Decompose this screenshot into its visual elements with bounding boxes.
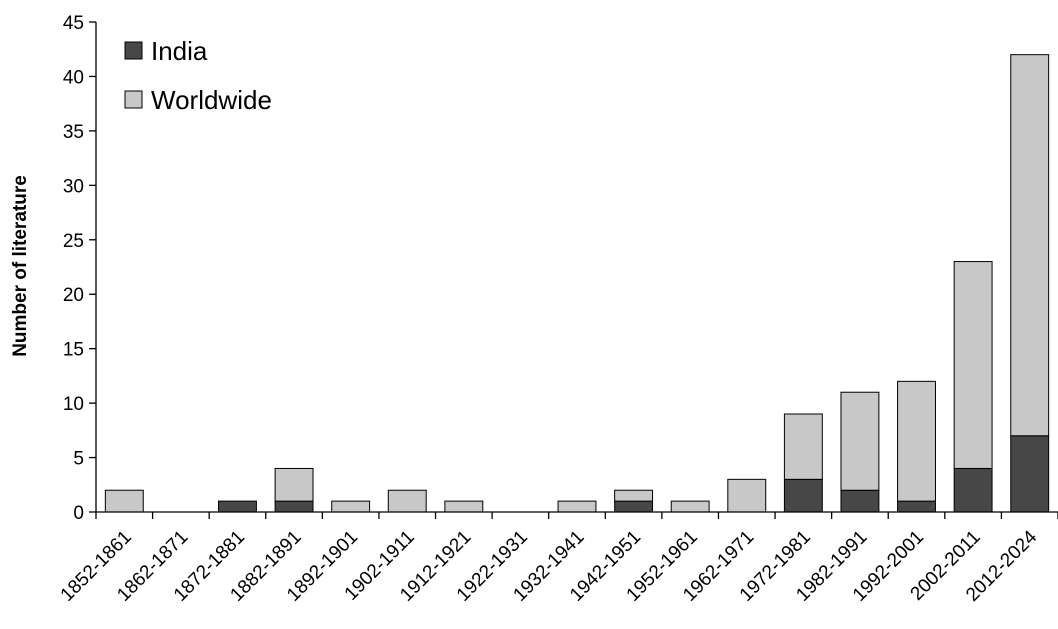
bar-worldwide-1932-1941 bbox=[557, 500, 597, 513]
legend-swatch-india bbox=[124, 41, 143, 60]
bar-india-1942-1951 bbox=[614, 500, 654, 513]
bars-layer bbox=[104, 54, 1050, 513]
bar-india-1872-1881 bbox=[218, 500, 257, 513]
y-tick-label-30: 30 bbox=[63, 176, 84, 197]
y-axis-label: Number of literature bbox=[10, 175, 31, 357]
y-tick-label-40: 40 bbox=[63, 67, 84, 88]
bar-india-1972-1981 bbox=[783, 478, 823, 513]
bar-worldwide-1882-1891 bbox=[274, 467, 314, 502]
bar-worldwide-1902-1911 bbox=[387, 489, 427, 513]
bar-worldwide-1912-1921 bbox=[444, 500, 484, 513]
y-tick-label-5: 5 bbox=[73, 449, 84, 470]
bar-india-1982-1991 bbox=[840, 489, 880, 513]
bar-worldwide-1892-1901 bbox=[331, 500, 371, 513]
bar-worldwide-1992-2001 bbox=[897, 380, 936, 502]
y-tick-label-35: 35 bbox=[63, 122, 84, 143]
bar-worldwide-1972-1981 bbox=[783, 413, 823, 480]
y-tick-label-10: 10 bbox=[63, 394, 84, 415]
bar-india-1992-2001 bbox=[897, 500, 936, 513]
y-tick-label-15: 15 bbox=[63, 340, 84, 361]
bar-india-2012-2024 bbox=[1010, 435, 1050, 513]
y-tick-label-45: 45 bbox=[63, 13, 84, 34]
bar-worldwide-1952-1961 bbox=[670, 500, 710, 513]
bar-worldwide-2012-2024 bbox=[1010, 54, 1050, 437]
y-tick-label-20: 20 bbox=[63, 285, 84, 306]
legend-swatch-worldwide bbox=[124, 90, 143, 109]
bar-india-2002-2011 bbox=[953, 467, 993, 513]
bar-worldwide-2002-2011 bbox=[953, 261, 993, 469]
bar-worldwide-1982-1991 bbox=[840, 391, 880, 491]
bar-india-1882-1891 bbox=[274, 500, 314, 513]
y-tick-label-25: 25 bbox=[63, 231, 84, 252]
legend: India Worldwide bbox=[124, 36, 272, 115]
bar-worldwide-1852-1861 bbox=[104, 489, 144, 513]
bar-worldwide-1942-1951 bbox=[614, 489, 654, 502]
y-tick-label-0: 0 bbox=[73, 503, 84, 524]
legend-label-india: India bbox=[151, 36, 208, 66]
legend-label-worldwide: Worldwide bbox=[151, 85, 272, 115]
bar-worldwide-1962-1971 bbox=[727, 478, 767, 513]
